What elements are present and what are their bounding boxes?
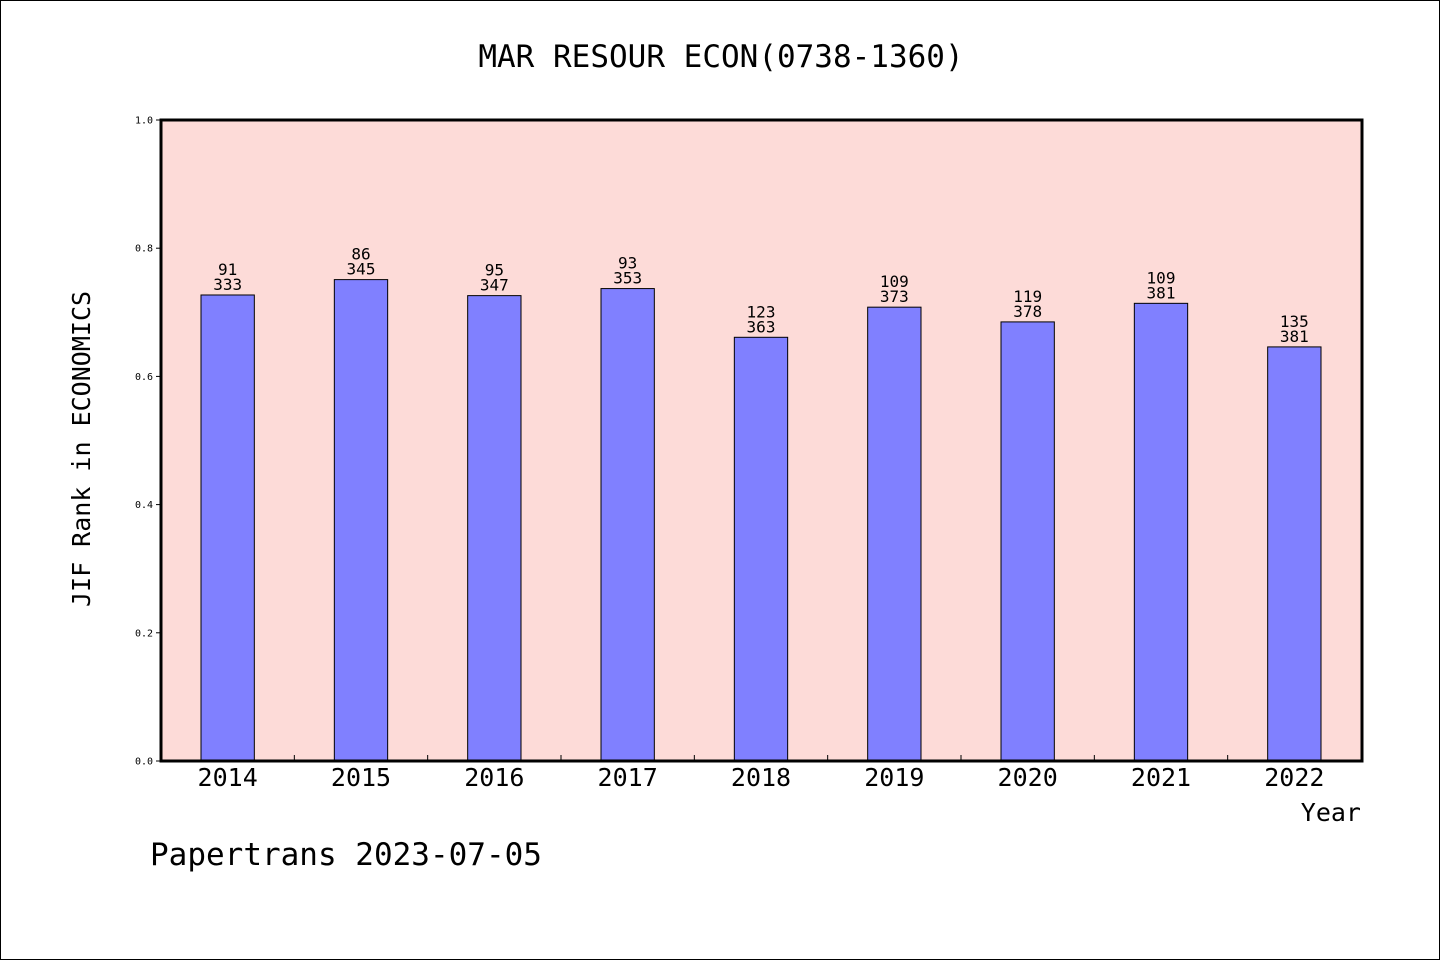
- x-tick-label-2019: 2019: [864, 763, 924, 792]
- bar-2021: [1133, 302, 1189, 762]
- bar-label-rank-2017: 93: [618, 254, 637, 273]
- y-tick-label-0.4: 0.4: [135, 500, 153, 511]
- y-axis-label: JIF Rank in ECONOMICS: [67, 291, 96, 607]
- bar-label-total-2018: 363: [747, 317, 776, 336]
- x-tick-label-2015: 2015: [331, 763, 391, 792]
- bar-label-total-2016: 347: [480, 276, 509, 295]
- bar-label-total-2014: 333: [213, 275, 242, 294]
- bar-label-rank-2022: 135: [1280, 312, 1309, 331]
- bar-label-total-2022: 381: [1280, 327, 1309, 346]
- bar-label-total-2019: 373: [880, 287, 909, 306]
- x-axis-label: Year: [1301, 798, 1361, 827]
- footer-source: Papertrans 2023-07-05: [150, 837, 542, 873]
- bar-2017: [600, 288, 655, 762]
- x-axis: 2014 2015 2016 2017 2018 2019 2020 2021 2022: [198, 755, 1324, 792]
- bar-2015: [333, 279, 389, 762]
- bar-2022: [1267, 346, 1322, 762]
- bar-label-total-2015: 345: [347, 260, 376, 279]
- plot-border: [159, 118, 1364, 763]
- y-tick-label-0.6: 0.6: [135, 372, 153, 383]
- x-tick-label-2022: 2022: [1264, 763, 1324, 792]
- bar-2014: [200, 294, 255, 762]
- chart-title: MAR RESOUR ECON(0738-1360): [478, 39, 963, 75]
- bar-label-rank-2021: 109: [1147, 268, 1176, 287]
- bars: [200, 279, 1322, 762]
- y-axis: 0.0 0.2 0.4 0.6 0.8 1.0: [135, 116, 161, 768]
- bar-2020: [1000, 321, 1055, 762]
- bar-label-rank-2014: 91: [218, 260, 237, 279]
- bar-label-total-2020: 378: [1013, 302, 1042, 321]
- x-tick-label-2018: 2018: [731, 763, 791, 792]
- x-tick-label-2020: 2020: [998, 763, 1058, 792]
- bar-label-rank-2019: 109: [880, 272, 909, 291]
- bar-2019: [867, 306, 922, 762]
- bar-label-rank-2018: 123: [747, 302, 776, 321]
- y-tick-label-0.2: 0.2: [135, 628, 153, 639]
- x-tick-label-2014: 2014: [198, 763, 258, 792]
- bar-label-rank-2015: 86: [351, 245, 370, 264]
- bar-label-rank-2020: 119: [1013, 287, 1042, 306]
- bar-2016: [467, 295, 522, 762]
- bar-label-total-2017: 353: [613, 269, 642, 288]
- bar-2018: [733, 336, 789, 762]
- bar-label-total-2021: 381: [1147, 283, 1176, 302]
- y-tick-label-0.0: 0.0: [135, 757, 153, 768]
- y-tick-label-0.8: 0.8: [135, 244, 153, 255]
- y-tick-label-1.0: 1.0: [135, 116, 153, 127]
- x-tick-label-2021: 2021: [1131, 763, 1191, 792]
- bar-label-rank-2016: 95: [485, 261, 504, 280]
- x-tick-label-2016: 2016: [464, 763, 524, 792]
- x-tick-label-2017: 2017: [598, 763, 658, 792]
